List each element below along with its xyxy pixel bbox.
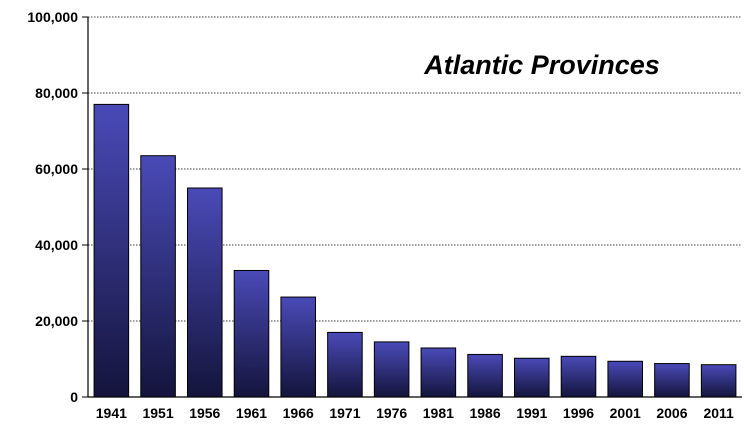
bars [93,103,737,398]
x-tick-label: 1981 [423,405,454,421]
y-tick-label: 100,000 [27,9,78,25]
tick-labels: 0 20,000 40,000 60,000 80,000 100,000 1941 1951… [27,9,734,421]
bar-1961 [233,269,270,398]
bar-1951 [140,155,176,398]
bar-1941 [93,103,130,398]
y-tick-label: 40,000 [35,237,78,253]
x-tick-label: 1986 [469,405,500,421]
x-tick-label: 2001 [610,405,641,421]
bar-1956 [187,187,223,398]
x-tick-label: 1951 [142,405,173,421]
x-tick-label: 1961 [236,405,267,421]
bar-2011 [700,364,737,398]
x-tick-label: 1991 [516,405,547,421]
bar-1981 [420,347,457,398]
bar-1986 [467,353,503,398]
x-tick-label: 1941 [96,405,127,421]
bar-1976 [373,341,410,398]
x-tick-label: 1966 [283,405,314,421]
bar-2001 [607,360,643,398]
y-tick-label: 80,000 [35,85,78,101]
y-tick-label: 20,000 [35,313,78,329]
bar-1971 [327,331,363,398]
x-tick-label: 2006 [656,405,687,421]
y-tick-label: 60,000 [35,161,78,177]
bar-2006 [654,363,690,398]
x-tick-label: 1971 [329,405,360,421]
chart-title: Atlantic Provinces [423,50,660,80]
x-tick-label: 1996 [563,405,594,421]
x-tick-label: 2011 [703,405,734,421]
bar-1991 [514,357,550,398]
x-tick-label: 1976 [376,405,407,421]
y-tick-label: 0 [70,389,78,405]
x-tick-label: 1956 [189,405,220,421]
bar-1966 [280,296,316,398]
bar-1996 [560,355,597,398]
